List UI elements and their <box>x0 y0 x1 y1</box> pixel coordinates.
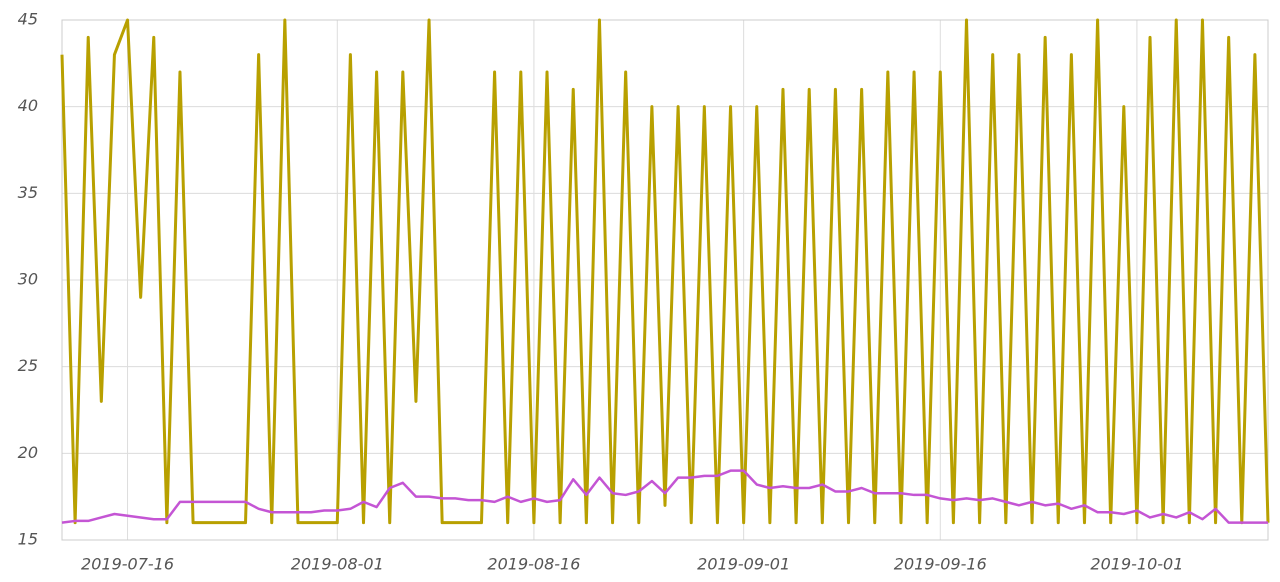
y-tick-label: 40 <box>18 96 38 115</box>
x-tick-label: 2019-08-01 <box>291 555 384 574</box>
x-tick-label: 2019-10-01 <box>1090 555 1183 574</box>
x-tick-label: 2019-07-16 <box>81 555 174 574</box>
y-tick-label: 35 <box>18 183 38 202</box>
x-tick-label: 2019-08-16 <box>487 555 580 574</box>
plot-border <box>61 19 1269 541</box>
y-tick-label: 30 <box>18 270 38 289</box>
y-tick-label: 20 <box>18 443 38 462</box>
y-tick-label: 25 <box>18 356 38 375</box>
x-tick-label: 2019-09-01 <box>697 555 790 574</box>
series-line <box>61 469 1268 524</box>
y-tick-label: 15 <box>18 530 38 549</box>
series-line <box>60 18 1270 525</box>
y-tick-label: 45 <box>18 10 38 29</box>
x-tick-label: 2019-09-16 <box>894 555 987 574</box>
